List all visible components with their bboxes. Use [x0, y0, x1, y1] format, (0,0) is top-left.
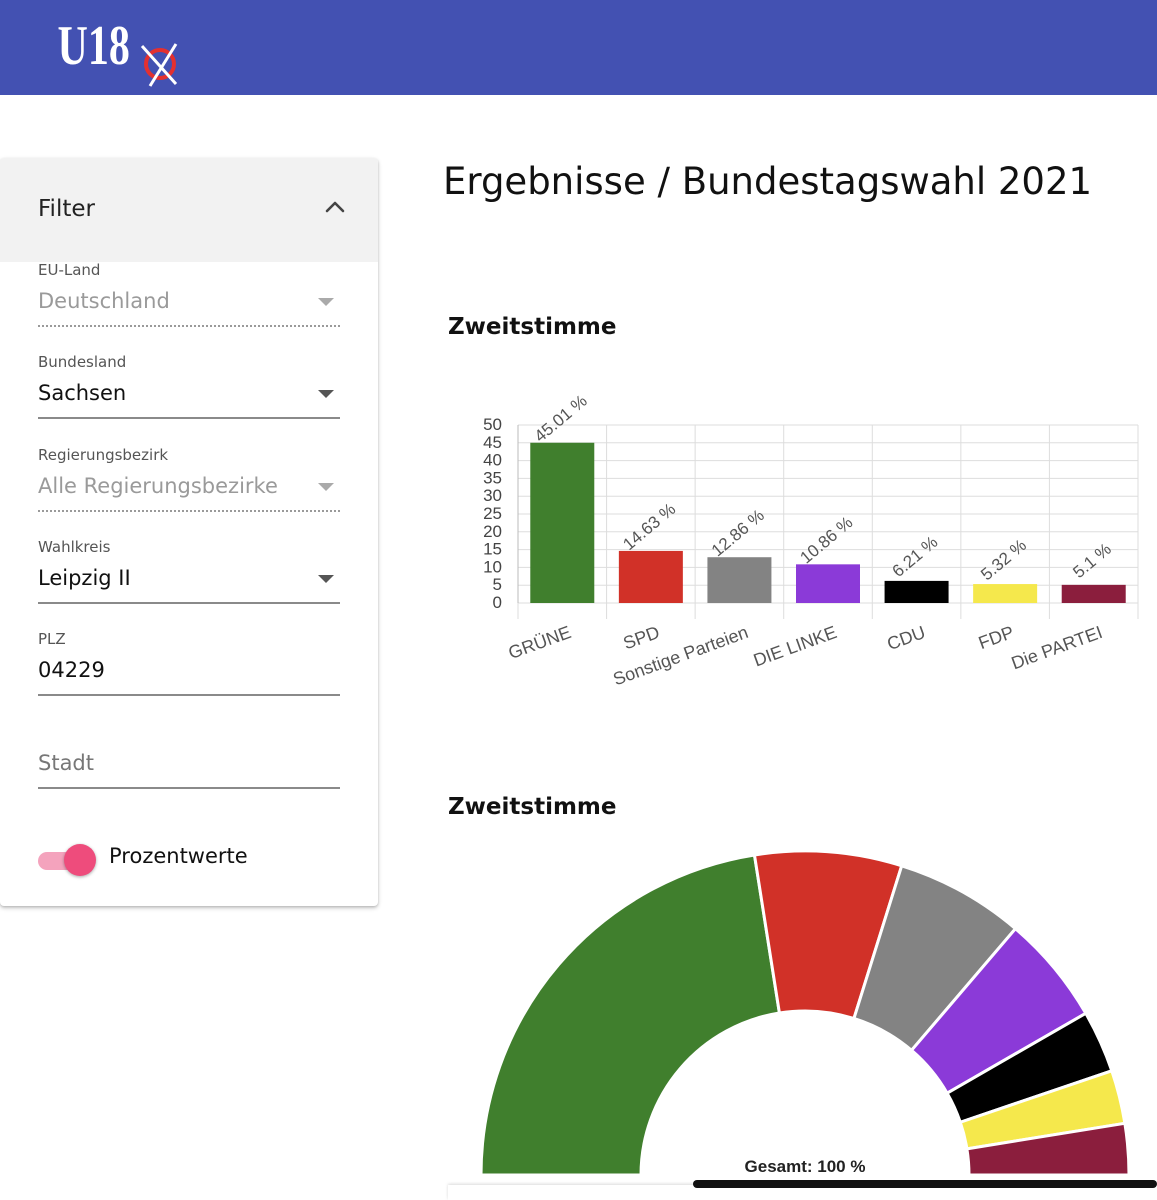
page-title: Ergebnisse / Bundestagswahl 2021	[443, 160, 1093, 203]
bundesland-label: Bundesland	[38, 353, 127, 371]
dropdown-arrow-icon	[318, 575, 334, 583]
y-tick-label: 50	[483, 415, 502, 434]
eu-land-select[interactable]: EU-Land Deutschland	[38, 261, 340, 331]
bar-value-label: 45.01 %	[531, 391, 591, 446]
logo-cross-icon	[140, 44, 178, 86]
bar[interactable]	[973, 584, 1038, 603]
y-tick-label: 35	[483, 468, 502, 487]
donut-segment[interactable]	[965, 1121, 1131, 1177]
x-tick-label: GRÜNE	[506, 622, 574, 663]
donut-segment[interactable]	[479, 853, 782, 1177]
stadt-field[interactable]: Stadt	[38, 723, 340, 793]
prozentwerte-label: Prozentwerte	[109, 844, 248, 868]
wahlkreis-label: Wahlkreis	[38, 538, 111, 556]
bar[interactable]	[707, 557, 772, 603]
regierungsbezirk-select[interactable]: Regierungsbezirk Alle Regierungsbezirke	[38, 446, 340, 516]
filter-panel: Filter EU-Land Deutschland Bundesland Sa…	[0, 158, 378, 906]
bar[interactable]	[796, 564, 860, 603]
bottom-panel	[448, 1185, 1157, 1200]
field-underline	[38, 787, 340, 789]
y-tick-label: 5	[493, 575, 502, 594]
filter-title: Filter	[38, 196, 95, 222]
x-tick-label: Die PARTEI	[1009, 622, 1105, 673]
logo-ring-icon	[144, 48, 176, 80]
dropdown-arrow-icon	[318, 483, 334, 491]
wahlkreis-value: Leipzig II	[38, 566, 131, 590]
stadt-placeholder: Stadt	[38, 751, 94, 775]
x-tick-label: CDU	[884, 622, 927, 654]
y-tick-label: 30	[483, 486, 502, 505]
field-underline	[38, 325, 340, 327]
eu-land-value: Deutschland	[38, 289, 170, 313]
bar-value-label: 6.21 %	[889, 532, 942, 581]
chevron-up-icon[interactable]	[320, 192, 350, 222]
x-tick-label: DIE LINKE	[751, 622, 840, 671]
dropdown-arrow-icon	[318, 298, 334, 306]
x-tick-label: SPD	[621, 622, 663, 653]
donut-chart: Gesamt: 100 %	[479, 849, 1131, 1177]
bar-value-label: 14.63 %	[619, 499, 679, 554]
y-tick-label: 0	[493, 593, 502, 612]
bar-value-label: 10.86 %	[796, 513, 856, 568]
app-header: U18	[0, 0, 1157, 95]
y-tick-label: 10	[483, 557, 502, 576]
logo-cross-icon	[148, 43, 178, 87]
regierungsbezirk-value: Alle Regierungsbezirke	[38, 474, 278, 498]
prozentwerte-toggle[interactable]	[38, 842, 100, 876]
bar[interactable]	[618, 550, 683, 603]
x-tick-label: FDP	[976, 622, 1017, 653]
bundesland-value: Sachsen	[38, 381, 127, 405]
regierungsbezirk-label: Regierungsbezirk	[38, 446, 169, 464]
bar-value-label: 5.32 %	[977, 536, 1030, 585]
bar[interactable]	[884, 580, 949, 603]
logo-text: U18	[58, 14, 130, 76]
eu-land-label: EU-Land	[38, 261, 101, 279]
field-underline	[38, 510, 340, 512]
donut-chart-title: Zweitstimme	[448, 794, 617, 820]
u18-logo[interactable]: U18	[56, 12, 186, 92]
field-underline	[38, 602, 340, 604]
bar[interactable]	[530, 442, 595, 603]
bundesland-select[interactable]: Bundesland Sachsen	[38, 353, 340, 423]
y-tick-label: 25	[483, 504, 502, 523]
y-tick-label: 45	[483, 433, 502, 452]
bar-value-label: 5.1 %	[1069, 539, 1115, 582]
y-tick-label: 15	[483, 540, 502, 559]
horizontal-scrollbar[interactable]	[693, 1180, 1157, 1188]
plz-field[interactable]: PLZ 04229	[38, 630, 340, 700]
filter-header[interactable]: Filter	[0, 158, 378, 262]
bar[interactable]	[1061, 584, 1126, 603]
dropdown-arrow-icon	[318, 390, 334, 398]
field-underline	[38, 694, 340, 696]
toggle-knob	[64, 844, 96, 876]
wahlkreis-select[interactable]: Wahlkreis Leipzig II	[38, 538, 340, 608]
field-underline	[38, 417, 340, 419]
bar-chart-title: Zweitstimme	[448, 314, 617, 340]
y-tick-label: 20	[483, 522, 502, 541]
y-tick-label: 40	[483, 451, 502, 470]
plz-label: PLZ	[38, 630, 66, 648]
donut-center-label: Gesamt: 100 %	[745, 1157, 866, 1176]
plz-value: 04229	[38, 658, 105, 682]
